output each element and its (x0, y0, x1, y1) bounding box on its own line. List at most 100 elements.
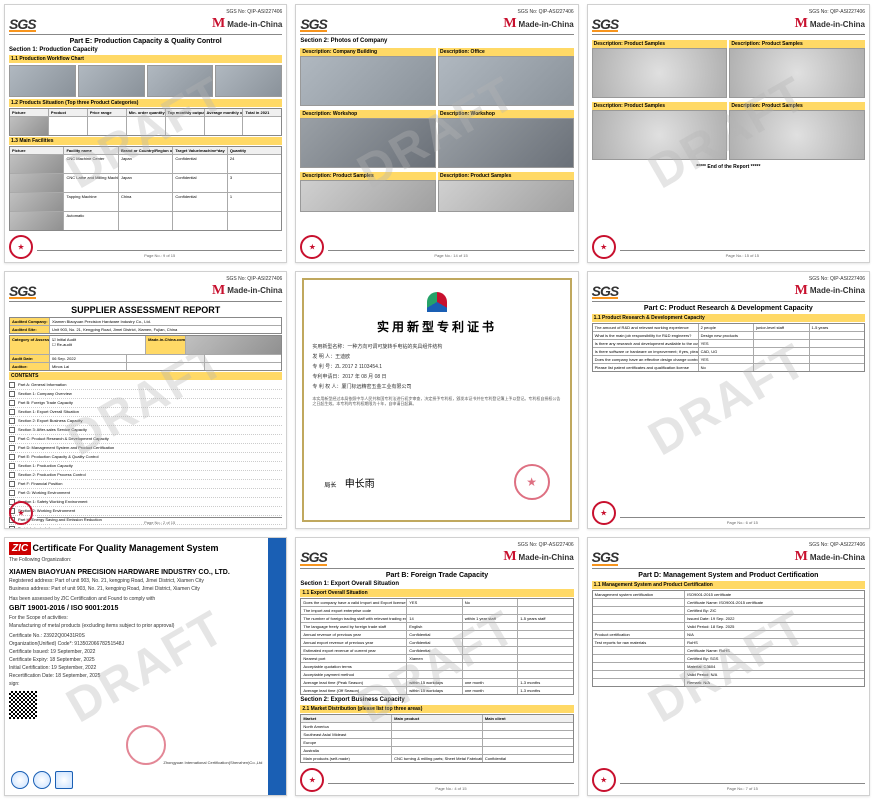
table-row: Material: C3604 (593, 663, 864, 671)
doc-header: SGS M Made-in-China (300, 16, 573, 35)
made-in-china-logo: M Made-in-China (795, 283, 865, 299)
cert-logo (312, 292, 561, 314)
workflow-photo (9, 65, 76, 97)
checkbox-icon (9, 445, 15, 451)
part-title: Part C: Product Research & Development C… (592, 305, 865, 312)
samples-photo (300, 180, 436, 212)
doc-footer: Page No.: 15 of 15 (592, 235, 865, 259)
section-title: Section 1: Production Capacity (9, 47, 282, 53)
made-in-china-logo: M Made-in-China (503, 16, 573, 32)
report-title: SUPPLIER ASSESSMENT REPORT (9, 305, 282, 315)
cnipa-logo-icon (427, 292, 447, 312)
checkbox-icon (9, 427, 15, 433)
checkbox-icon (9, 400, 15, 406)
cert-title: 实用新型专利证书 (312, 318, 561, 335)
table-row: Does the company have an effective desig… (593, 356, 864, 364)
qms-title: Certificate For Quality Management Syste… (33, 543, 219, 553)
mic-m-icon: M (795, 16, 808, 32)
doc-part-e: DRAFT SGS No: QIP-ASI227406 SGS M Made-i… (4, 4, 287, 263)
company-info-table: Audited Company:Xiamen Biaoyuan Precisio… (9, 317, 282, 334)
doc-header: SGS M Made-in-China (300, 549, 573, 568)
doc-patent-certificate: 实用新型专利证书 实用新型名称：一种方向可调可旋转手电钻的夹具组件结构 发 明 … (295, 271, 578, 530)
sgs-logo: SGS (300, 16, 327, 32)
mic-m-icon: M (503, 549, 516, 565)
table-row: Estimated export revenue of current year… (301, 647, 572, 655)
checkbox-icon (9, 481, 15, 487)
table-row: Average lead time (Peak Season)within 15… (301, 679, 572, 687)
seal-icon (592, 768, 616, 792)
mic-m-icon: M (212, 16, 225, 32)
table-row: Valid Period: N/A (593, 671, 864, 679)
table-row: Nearest portXiamen (301, 655, 572, 663)
table-row: Acceptable quotation terms (301, 663, 572, 671)
footer-text: Page No.: 9 of 15 (37, 250, 282, 259)
sgs-number: SGS No: QIP-ASI227406 (300, 542, 573, 548)
made-in-china-logo: M Made-in-China (795, 549, 865, 565)
contents-row: Part G: Working Environment (9, 489, 282, 498)
table-row: Certified By: ZIC (593, 607, 864, 615)
doc-photos: DRAFT SGS No: QIP-ASI227406 SGS M Made-i… (295, 4, 578, 263)
subsection-bar: 1.2 Products Situation (Top three Produc… (9, 99, 282, 107)
part-title: Part B: Foreign Trade Capacity (300, 572, 573, 579)
product-samples-photo (729, 48, 865, 98)
subsection-bar: 1.1 Product Research & Development Capac… (592, 314, 865, 322)
part-title: Part D: Management System and Product Ce… (592, 572, 865, 579)
mic-m-icon: M (503, 16, 516, 32)
contents-row: Section 2: Production Process Control (9, 471, 282, 480)
doc-footer: Page No.: 4 of 15 (300, 768, 573, 792)
doc-header: SGS M Made-in-China (592, 16, 865, 35)
checkbox-icon (9, 472, 15, 478)
document-grid: DRAFT SGS No: QIP-ASI227406 SGS M Made-i… (0, 0, 874, 800)
company-name: XIAMEN BIAOYUAN PRECISION HARDWARE INDUS… (9, 569, 262, 576)
table-row: Annual export revenue of previous yearCo… (301, 639, 572, 647)
contents-row: Section 1: Production Capacity (9, 462, 282, 471)
samples-photo (438, 180, 574, 212)
table-row: The amount of R&D and relevant working e… (593, 324, 864, 332)
table-row: Management system certificationISO9001:2… (593, 591, 864, 599)
rd-table: The amount of R&D and relevant working e… (592, 323, 865, 372)
section-title: Section 2: Photos of Company (300, 38, 573, 44)
checkbox-icon (9, 454, 15, 460)
sgs-logo: SGS (9, 283, 36, 299)
products-table: Picture Product Price range Min. order q… (9, 108, 282, 136)
mic-m-icon: M (212, 283, 225, 299)
checkbox-icon (9, 418, 15, 424)
accreditation-badges (11, 771, 73, 789)
made-in-china-logo: M Made-in-China (503, 549, 573, 565)
audit-info-table: Category of Assessment: ☑ Initial Audit☐… (9, 335, 282, 371)
doc-footer: Page No.: 2 of 15 (9, 501, 282, 525)
doc-footer: Page No.: 14 of 15 (300, 235, 573, 259)
table-row: Product certificationN/A (593, 631, 864, 639)
sgs-number: SGS No: QIP-ASI227406 (9, 276, 282, 282)
subsection-bar: 1.3 Main Facilities (9, 137, 282, 145)
zic-logo: ZIC (9, 542, 31, 555)
workflow-photo (147, 65, 214, 97)
sgs-logo: SGS (592, 549, 619, 565)
workflow-photos (9, 65, 282, 97)
table-row: The language freely used by foreign trad… (301, 623, 572, 631)
checkbox-icon (9, 391, 15, 397)
sgs-number: SGS No: QIP-ASI227406 (592, 542, 865, 548)
seal-icon (9, 235, 33, 259)
contents-row: Section 2: Export Business Capacity (9, 417, 282, 426)
made-in-china-logo: M Made-in-China (212, 16, 282, 32)
certificate-frame: 实用新型专利证书 实用新型名称：一种方向可调可旋转手电钻的夹具组件结构 发 明 … (302, 278, 571, 523)
iso-standard: GB/T 19001-2016 / ISO 9001:2015 (9, 605, 262, 612)
subsection-bar: 1.1 Production Workflow Chart (9, 55, 282, 63)
made-in-china-logo: M Made-in-China (795, 16, 865, 32)
footer-text: Page No.: 2 of 15 (37, 517, 282, 526)
checkbox-icon (9, 409, 15, 415)
table-row: Please list patent certificates and qual… (593, 364, 864, 371)
doc-footer: Page No.: 9 of 15 (9, 235, 282, 259)
contents-row: Part D: Management System and Product Ce… (9, 444, 282, 453)
blue-stripe (268, 538, 286, 795)
qr-code-icon (9, 691, 37, 719)
doc-header: SGS M Made-in-China (9, 16, 282, 35)
seal-icon (592, 501, 616, 525)
doc-header: SGS M Made-in-China (592, 549, 865, 568)
end-of-report: ***** End of the Report ***** (592, 164, 865, 170)
workflow-photo (215, 65, 282, 97)
sgs-number: SGS No: QIP-ASI227406 (592, 9, 865, 15)
table-row: Issued Date: 19 Sep. 2022 (593, 615, 864, 623)
part-title: Part E: Production Capacity & Quality Co… (9, 38, 282, 45)
